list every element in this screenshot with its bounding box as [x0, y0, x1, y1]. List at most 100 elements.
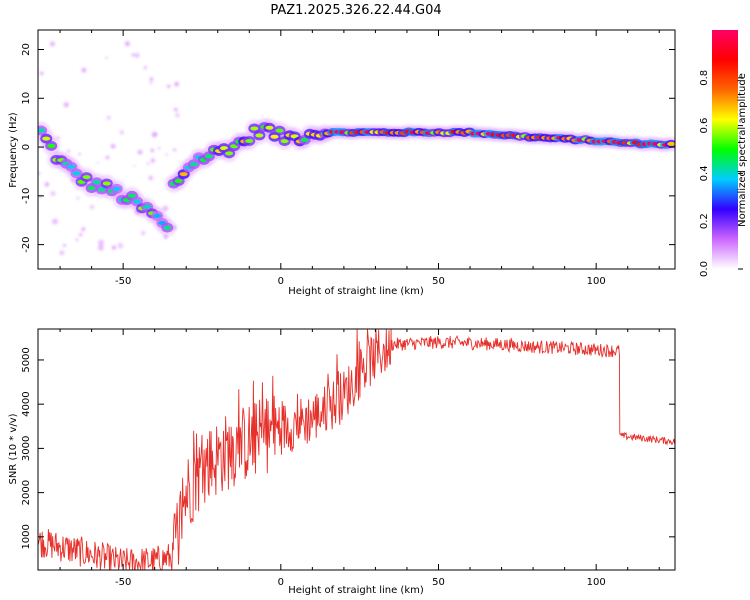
spectrogram-peak — [133, 199, 142, 204]
colorbar-tick-label: 0.0 — [699, 261, 710, 277]
spectrogram-speckle — [78, 233, 83, 237]
spectrogram-speckle — [97, 244, 104, 251]
spectrogram-x-tick-label: 0 — [278, 276, 284, 287]
spectrogram-speckle — [172, 148, 177, 152]
spectrogram-x-tick-label: 50 — [432, 276, 445, 287]
spectrogram-peak — [67, 164, 76, 169]
spectrogram-speckle — [38, 171, 41, 176]
spectrogram-peak — [270, 134, 279, 139]
snr-x-label: Height of straight line (km) — [288, 585, 424, 596]
spectrogram-x-tick-label: 100 — [587, 276, 606, 287]
spectrogram-peak — [280, 139, 289, 144]
spectrogram-speckle — [124, 41, 130, 47]
spectrogram-speckle — [167, 84, 171, 89]
spectrogram-speckle — [148, 175, 154, 181]
snr-y-tick-label: 1000 — [21, 524, 32, 549]
spectrogram-speckle — [62, 243, 66, 247]
spectrogram-panel: -50 0 50 100 -20 -10 0 10 20 Height of straight… — [8, 29, 676, 297]
spectrogram-speckle — [49, 41, 56, 47]
colorbar-ticks: 0.0 0.2 0.4 0.6 0.8 — [699, 70, 743, 277]
spectrogram-peak — [225, 151, 234, 156]
snr-x-ticks: -50 0 50 100 — [59, 329, 660, 588]
spectrogram-peak — [72, 171, 81, 176]
spectrogram-speckle — [150, 148, 155, 153]
spectrogram-core-layer — [38, 122, 675, 233]
spectrogram-speckle — [175, 112, 180, 118]
spectrogram-speckle — [98, 239, 104, 246]
spectrogram-speckle — [63, 102, 69, 108]
spectrogram-plot-area — [38, 30, 675, 269]
colorbar-scale — [712, 30, 738, 269]
spectrogram-speckle — [157, 146, 161, 150]
spectrogram-speckle — [81, 67, 87, 73]
snr-y-tick-label: 4000 — [21, 391, 32, 416]
spectrogram-peak — [143, 204, 152, 209]
spectrogram-x-ticks: -50 0 50 100 — [59, 30, 660, 287]
spectrogram-speckle — [131, 53, 135, 57]
spectrogram-peak — [179, 172, 188, 177]
spectrogram-peak — [87, 186, 96, 191]
chart-title: PAZ1.2025.326.22.44.G04 — [270, 3, 441, 18]
spectrogram-peak — [189, 162, 198, 167]
spectrogram-x-label: Height of straight line (km) — [288, 286, 424, 297]
spectrogram-speckle — [105, 155, 110, 160]
spectrogram-speckle — [117, 242, 124, 249]
spectrogram-y-tick-label: 10 — [21, 92, 32, 105]
snr-y-label: SNR (10 * v/v) — [8, 413, 19, 484]
spectrogram-speckle — [174, 81, 180, 87]
snr-series-line — [38, 329, 675, 570]
spectrogram-peak — [250, 126, 259, 131]
snr-x-tick-label: -50 — [115, 577, 131, 588]
spectrogram-speckle — [106, 115, 111, 120]
spectrogram-speckle — [146, 162, 150, 165]
spectrogram-speckle — [81, 227, 86, 232]
spectrogram-speckle — [96, 161, 100, 164]
colorbar-tick-label: 0.4 — [699, 165, 710, 181]
spectrogram-speckle — [172, 225, 177, 230]
spectrogram-peak — [97, 187, 106, 192]
spectrogram-peak — [112, 186, 121, 191]
spectrogram-speckle — [133, 165, 136, 168]
spectrogram-peak — [153, 213, 162, 218]
colorbar-tick-label: 0.8 — [699, 70, 710, 86]
spectrogram-speckle — [56, 136, 60, 140]
snr-y-tick-label: 3000 — [21, 436, 32, 461]
spectrogram-speckle — [151, 131, 158, 138]
spectrogram-peak — [82, 175, 91, 180]
spectrogram-peak — [163, 225, 172, 230]
spectrogram-speckle — [75, 238, 79, 242]
snr-x-tick-label: 0 — [278, 577, 284, 588]
snr-frame — [37, 328, 676, 571]
spectrogram-speckle — [51, 218, 58, 225]
spectrogram-peak — [265, 125, 274, 130]
spectrogram-peak — [102, 181, 111, 186]
spectrogram-y-tick-label: 20 — [21, 43, 32, 56]
spectrogram-speckle — [137, 149, 143, 155]
spectrogram-speckle — [140, 230, 146, 236]
spectrogram-speckle — [39, 71, 44, 76]
spectrogram-y-ticks: -20 -10 0 10 20 — [21, 43, 675, 253]
spectrogram-speckle — [89, 204, 95, 210]
spectrogram-speckle — [173, 107, 178, 112]
colorbar-tick-label: 0.6 — [699, 118, 710, 134]
spectrogram-y-tick-label: -20 — [21, 236, 32, 252]
spectrogram-speckle — [143, 65, 148, 70]
spectrogram-speckle — [105, 56, 108, 59]
snr-y-tick-label: 5000 — [21, 347, 32, 372]
spectrogram-speckle — [111, 245, 117, 250]
spectrogram-speckle — [149, 77, 154, 81]
spectrogram-peak — [47, 143, 56, 148]
spectrogram-speckle — [134, 52, 140, 58]
colorbar-tick-label: 0.2 — [699, 213, 710, 229]
spectrogram-x-tick-label: -50 — [115, 276, 131, 287]
spectrogram-peak — [255, 133, 264, 138]
spectrogram-speckle — [59, 250, 65, 256]
colorbar: 0.0 0.2 0.4 0.6 0.8 Normalized spectral ampl… — [699, 30, 748, 277]
spectrogram-speckle — [76, 197, 79, 200]
spectrogram-peak — [667, 141, 675, 146]
snr-y-tick-label: 2000 — [21, 480, 32, 505]
spectrogram-speckle — [119, 130, 125, 135]
snr-x-tick-label: 50 — [432, 577, 445, 588]
spectrogram-peak — [42, 136, 51, 141]
